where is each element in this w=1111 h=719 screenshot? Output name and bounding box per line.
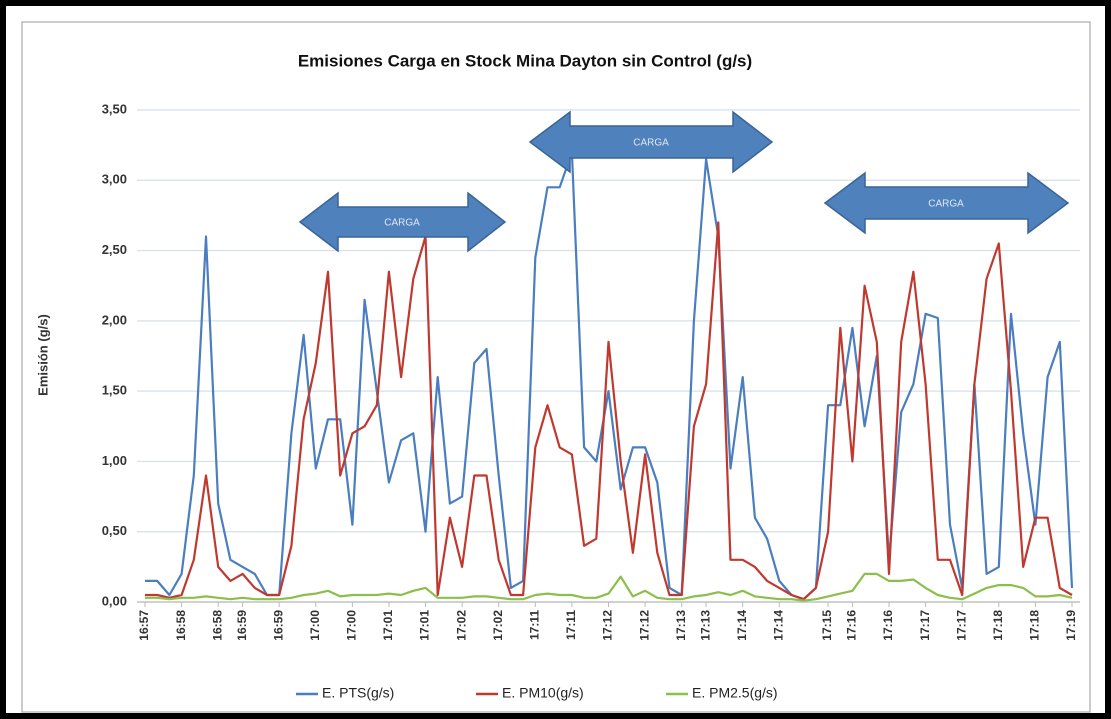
x-tick-label: 16:59 <box>235 610 249 641</box>
chart-title: Emisiones Carga en Stock Mina Dayton sin… <box>298 51 752 70</box>
arrow-shape <box>528 110 774 174</box>
x-tick-label: 17:13 <box>698 610 712 641</box>
x-tick-label: 17:02 <box>491 610 505 641</box>
x-tick-label: 17:18 <box>1028 610 1042 641</box>
x-tick-label: 17:17 <box>954 610 968 641</box>
series-line <box>145 151 1074 601</box>
annotation-arrow: CARGA <box>528 110 774 174</box>
x-tick-label: 17:11 <box>527 610 541 640</box>
x-tick-label: 17:11 <box>564 610 578 640</box>
y-tick-label: 2,50 <box>102 242 127 257</box>
x-tick-label: 17:00 <box>308 610 322 641</box>
legend-label: E. PM2.5(g/s) <box>692 685 778 701</box>
x-tick-label: 17:14 <box>771 610 785 641</box>
x-tick-label: 17:17 <box>918 610 932 641</box>
legend-label: E. PTS(g/s) <box>322 685 394 701</box>
annotation-arrow: CARGA <box>823 171 1070 235</box>
x-tick-label: 17:19 <box>1064 610 1078 641</box>
y-tick-label: 2,00 <box>102 312 127 327</box>
x-tick-label: 17:02 <box>454 610 468 641</box>
legend: E. PTS(g/s) E. PM10(g/s) E. PM2.5(g/s) <box>296 685 778 701</box>
legend-label: E. PM10(g/s) <box>502 685 584 701</box>
x-tick-label: 17:14 <box>735 610 749 641</box>
annotation: CARGA <box>384 218 420 229</box>
x-tick-label: 17:15 <box>820 610 834 641</box>
y-tick-label: 0,50 <box>102 523 127 538</box>
annotation: CARGA <box>633 138 669 149</box>
x-tick-label: 17:01 <box>381 610 395 641</box>
y-tick-label: 0,00 <box>102 593 127 608</box>
x-tick-label: 16:58 <box>174 610 188 641</box>
x-tick-label: 16:57 <box>137 610 151 641</box>
x-tick-label: 16:58 <box>210 610 224 641</box>
x-tick-label: 17:13 <box>674 610 688 641</box>
y-tick-label: 1,50 <box>102 383 127 398</box>
y-tick-label: 1,00 <box>102 453 127 468</box>
x-tick-label: 17:18 <box>991 610 1005 641</box>
x-tick-label: 17:16 <box>845 610 859 641</box>
y-axis-label: Emisión (g/s) <box>35 314 50 396</box>
y-tick-label: 3,50 <box>102 101 127 116</box>
series-line <box>145 221 1073 601</box>
x-tick-label: 17:12 <box>637 610 651 641</box>
arrow-shape <box>298 191 507 253</box>
grid: 0,00 0,50 1,00 1,50 2,00 2,50 3,00 3,50 16:57 16:… <box>102 101 1080 641</box>
x-tick-label: 17:12 <box>601 610 615 641</box>
lines <box>145 151 1074 602</box>
annotation-arrow: CARGA <box>298 191 507 253</box>
arrow-shape <box>823 171 1070 235</box>
annotation: CARGA <box>928 199 964 210</box>
x-tick-label: 17:01 <box>418 610 432 641</box>
y-tick-label: 3,00 <box>102 172 127 187</box>
series-line <box>145 572 1073 602</box>
x-tick-label: 17:16 <box>881 610 895 641</box>
x-tick-label: 17:00 <box>345 610 359 641</box>
x-tick-label: 16:59 <box>271 610 285 641</box>
